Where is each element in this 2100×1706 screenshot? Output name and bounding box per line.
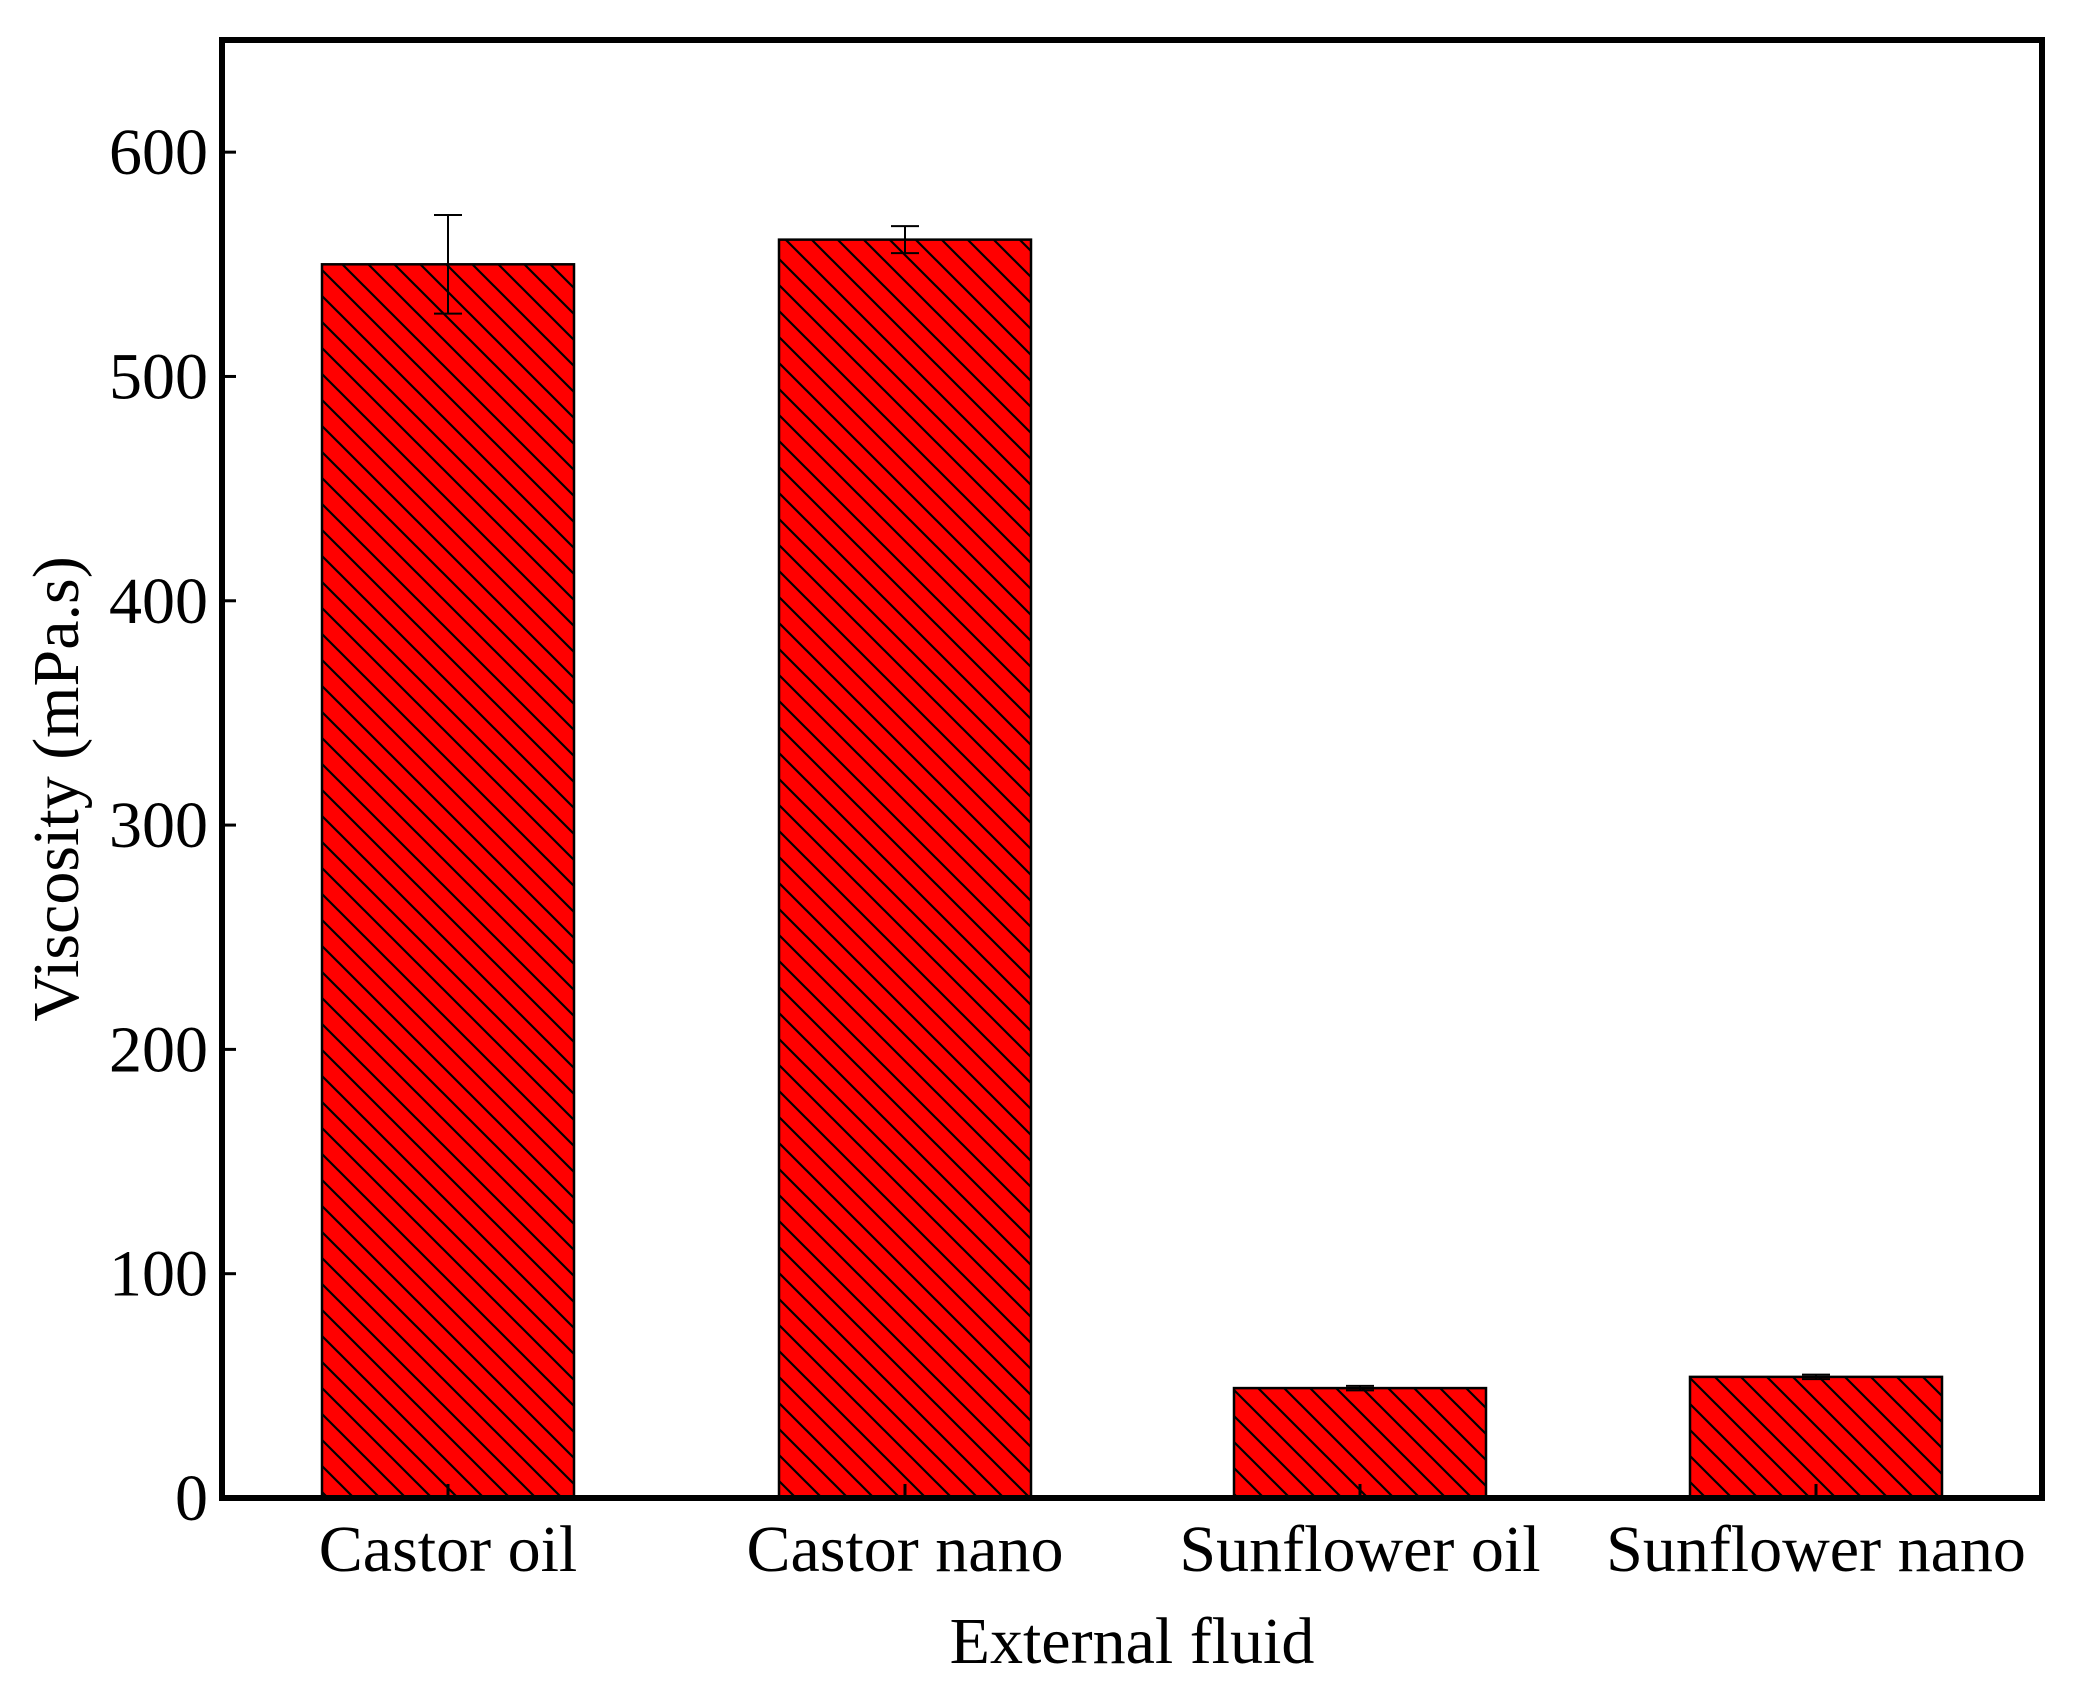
x-axis-title: External fluid — [950, 1605, 1315, 1678]
category-label: Castor nano — [746, 1513, 1063, 1586]
y-tick-label: 200 — [109, 1013, 208, 1086]
error-bar — [1346, 1384, 1374, 1392]
y-tick-label: 100 — [109, 1238, 208, 1311]
y-tick-label: 400 — [109, 565, 208, 638]
bar — [777, 238, 1033, 1500]
error-bar — [891, 225, 919, 255]
y-axis-title: Viscosity (mPa.s) — [20, 556, 93, 1021]
plot-frame — [219, 37, 2045, 1501]
error-bars-layer — [434, 213, 1830, 1392]
y-tick-label: 300 — [109, 789, 208, 862]
bars-layer — [320, 238, 1944, 1500]
bar — [320, 263, 576, 1500]
y-axis: 0 100 200 300 400 500 600 — [109, 116, 236, 1535]
error-bar — [1802, 1373, 1830, 1381]
y-tick-label: 600 — [109, 116, 208, 189]
category-label: Castor oil — [319, 1513, 578, 1586]
bar — [1688, 1375, 1944, 1500]
y-tick-label: 500 — [109, 340, 208, 413]
x-axis: Castor oil Castor nano Sunflower oil Sunflo… — [319, 1484, 2026, 1586]
error-bar — [434, 213, 462, 315]
y-tick-label: 0 — [175, 1462, 208, 1535]
category-label: Sunflower nano — [1606, 1513, 2026, 1586]
bar — [1232, 1386, 1488, 1500]
category-label: Sunflower oil — [1179, 1513, 1540, 1586]
